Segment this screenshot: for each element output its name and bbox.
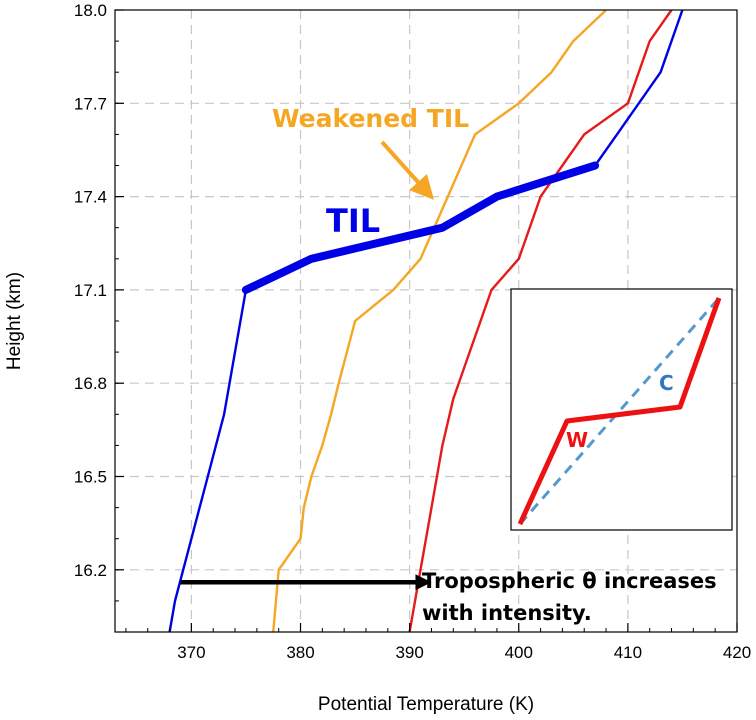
tropospheric-note-line1: Tropospheric θ increases	[422, 569, 717, 593]
x-tick-label: 390	[395, 643, 423, 662]
x-tick-label: 410	[614, 643, 642, 662]
til-highlight-line	[241, 161, 600, 294]
weakened-til-label: Weakened TIL	[272, 104, 469, 133]
y-tick-label: 16.8	[74, 374, 107, 393]
x-tick-label: 420	[723, 643, 751, 662]
y-tick-label: 17.1	[74, 281, 107, 300]
series-line-1	[272, 10, 607, 632]
tick-labels: 370 380 390 400 410 420 16.2 16.5 16.8 17.1 17.4 17…	[74, 1, 751, 662]
y-tick-label: 18.0	[74, 1, 107, 20]
y-tick-label: 17.4	[74, 188, 107, 207]
x-tick-label: 370	[177, 643, 205, 662]
inset-label-c: C	[659, 371, 674, 395]
series-line-2	[408, 10, 673, 632]
series-layer	[168, 10, 684, 632]
x-tick-label: 400	[505, 643, 533, 662]
inset-w-line	[517, 297, 722, 526]
y-axis-title: Height (km)	[4, 272, 25, 370]
axis-ticks	[115, 9, 738, 633]
tropospheric-note-line2: with intensity.	[422, 601, 592, 625]
tropospheric-arrowhead	[415, 574, 432, 591]
weakened-til-arrow	[380, 140, 435, 200]
x-axis-title: Potential Temperature (K)	[318, 694, 534, 715]
inset-schematic: W C	[510, 288, 733, 531]
y-tick-label: 16.5	[74, 468, 107, 487]
x-tick-label: 380	[286, 643, 314, 662]
inset-label-w: W	[566, 428, 588, 452]
til-label: TIL	[326, 202, 380, 240]
y-tick-label: 16.2	[74, 561, 107, 580]
y-tick-label: 17.7	[74, 94, 107, 113]
